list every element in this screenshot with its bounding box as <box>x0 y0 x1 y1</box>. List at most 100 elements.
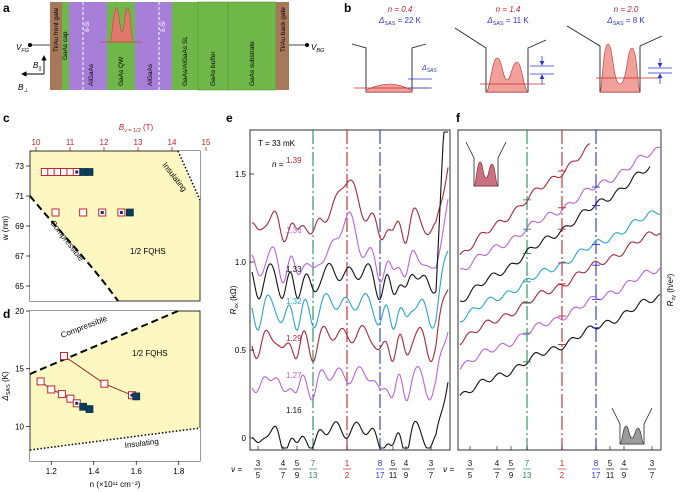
e-fraction-denominator: 9 <box>404 471 409 480</box>
d-data-points <box>36 352 141 413</box>
e-y-tick-label: 0 <box>242 434 247 443</box>
e-n-labels: 1.39 1.36 1.33 1.32 1.29 1.27 1.16 <box>286 156 302 415</box>
fg-terminal <box>28 43 32 47</box>
b1-n-label: n = 0.4 <box>388 5 413 14</box>
d-x-tick-label: 1.8 <box>173 467 185 476</box>
e-y-tick-label: 1.5 <box>235 170 247 179</box>
panel-label-e: e <box>226 111 233 125</box>
f-curve <box>459 146 661 271</box>
d-x-ticks: 1.2 1.4 1.6 1.8 <box>46 461 185 476</box>
c-marker-dot <box>75 170 79 174</box>
layer-label-algaas-1: AlGaAs <box>88 63 95 86</box>
delta-si-label-2: δ-Si <box>161 21 167 32</box>
band-diagram-1: n = 0.4 ΔSAS = 22 K ΔSAS <box>351 5 437 93</box>
d-y-tick-label: 20 <box>15 307 24 316</box>
delta-si-labels: δ-Si δ-Si <box>85 21 167 32</box>
layer-label-qw: GaAs QW <box>118 56 125 86</box>
d-region-fqhs: 1/2 FQHS <box>132 349 168 358</box>
d-marker-dot <box>130 393 134 397</box>
f-frame <box>457 129 662 451</box>
layer-label-substrate: GaAs substrate <box>249 41 256 86</box>
d-open-marker <box>47 385 56 394</box>
panel-label-b: b <box>344 1 351 15</box>
c-filled-marker <box>126 208 134 217</box>
c-top-tick-label: 12 <box>100 138 109 147</box>
b3-n-label: n = 2.0 <box>614 5 639 14</box>
e-temperature-label: T = 33 mK <box>258 139 296 148</box>
f-inset-bottom <box>611 407 653 445</box>
c-y-tick-label: 73 <box>15 162 24 171</box>
c-top-ticks: 10 11 12 13 14 15 <box>32 138 211 151</box>
d-filled-marker <box>132 392 141 401</box>
e-fraction-denominator: 9 <box>295 471 300 480</box>
d-marker-dot <box>75 401 79 405</box>
d-y-ticks: 10 15 20 <box>15 307 30 431</box>
v-bg-label: VBG <box>311 43 325 54</box>
c-top-tick-label: 13 <box>134 138 143 147</box>
e-fraction-denominator: 5 <box>256 471 261 480</box>
e-curve <box>251 289 449 363</box>
f-fraction-numerator: 3 <box>650 459 655 468</box>
e-n-value-label: 1.27 <box>286 371 302 380</box>
c-filled-marker <box>79 168 87 176</box>
f-fraction-denominator: 9 <box>509 471 514 480</box>
c-top-tick-label: 10 <box>32 138 41 147</box>
d-open-marker <box>66 394 75 403</box>
c-marker-dot <box>119 211 123 214</box>
layer-labels: Ti/Au front gate GaAs cap AlGaAs GaAs QW… <box>53 7 287 86</box>
e-fraction-numerator: 8 <box>378 459 383 468</box>
e-y-label: Rxx (kΩ) <box>229 285 240 314</box>
b2-delta-label: ΔSAS = 11 K <box>486 16 529 27</box>
e-y-tick-label: 0.5 <box>235 346 247 355</box>
f-fraction-numerator: 1 <box>560 459 565 468</box>
d-x-tick-label: 1.2 <box>46 467 58 476</box>
e-fraction-denominator: 13 <box>309 471 318 480</box>
b-par-label: B|| <box>33 61 41 72</box>
f-fraction-denominator: 7 <box>650 471 655 480</box>
f-fraction-denominator: 11 <box>606 471 615 480</box>
bg-terminal <box>305 43 309 47</box>
f-fraction-numerator: 4 <box>622 459 627 468</box>
f-filling-markers <box>526 130 597 450</box>
f-fraction-denominator: 7 <box>495 471 500 480</box>
f-y-label: Rxy (h/e²) <box>666 273 677 306</box>
e-fraction-numerator: 3 <box>256 459 261 468</box>
f-curve <box>459 143 591 256</box>
e-nu-label: ν = <box>231 465 242 474</box>
panel-d-plot: Compressible 1/2 FQHS Insulating <box>29 310 201 462</box>
c-marker-dot <box>100 211 104 214</box>
b1-delta-label: ΔSAS = 22 K <box>378 16 422 27</box>
c-y-tick-label: 71 <box>15 192 24 201</box>
e-fraction-numerator: 4 <box>404 459 409 468</box>
e-n-value-label: 1.32 <box>286 297 302 306</box>
e-fraction-numerator: 5 <box>295 459 300 468</box>
f-fraction-denominator: 5 <box>468 471 473 480</box>
panel-label-f: f <box>456 111 461 125</box>
e-y-tick-label: 1.0 <box>235 258 247 267</box>
e-fraction-denominator: 11 <box>389 471 398 480</box>
e-fraction-denominator: 2 <box>345 471 350 480</box>
c-y-tick-label: 69 <box>15 222 24 231</box>
e-n-value-label: 1.29 <box>286 334 302 343</box>
f-curve <box>459 166 651 303</box>
f-nu-label: ν = <box>443 465 454 474</box>
c-data-points <box>40 168 134 217</box>
d-open-marker <box>100 379 109 388</box>
b-perp-label: B⊥ <box>18 83 28 94</box>
e-n-value-label: 1.36 <box>286 226 302 235</box>
f-fraction-numerator: 8 <box>594 459 599 468</box>
e-curves <box>251 131 449 449</box>
panel-label-d: d <box>3 307 10 321</box>
d-region-insulating: Insulating <box>124 437 159 450</box>
f-fraction-denominator: 13 <box>523 471 532 480</box>
f-fraction-numerator: 5 <box>509 459 514 468</box>
c-y-tick-label: 65 <box>15 282 24 291</box>
e-fraction-numerator: 1 <box>345 459 350 468</box>
layer-label-cap: GaAs cap <box>62 31 69 60</box>
f-curve <box>459 293 661 396</box>
c-open-marker <box>51 208 60 217</box>
e-fraction-numerator: 5 <box>391 459 396 468</box>
d-filled-marker <box>85 405 94 413</box>
